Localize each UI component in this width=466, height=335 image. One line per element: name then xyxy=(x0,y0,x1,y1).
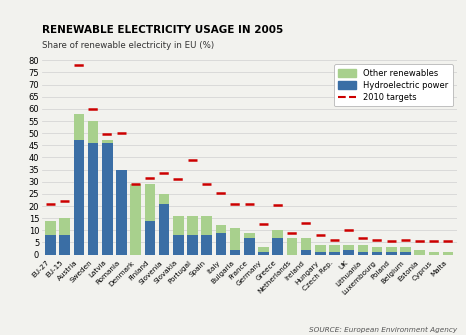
Bar xyxy=(159,204,170,255)
Bar xyxy=(230,228,240,250)
Bar xyxy=(88,121,98,143)
Bar xyxy=(386,247,397,252)
Bar xyxy=(173,235,184,255)
Text: SOURCE: European Environment Agency: SOURCE: European Environment Agency xyxy=(308,327,457,333)
Bar xyxy=(59,235,70,255)
Bar xyxy=(273,238,283,255)
Bar xyxy=(372,247,383,252)
Bar xyxy=(116,170,127,255)
Bar xyxy=(45,235,56,255)
Bar xyxy=(400,252,411,255)
Bar xyxy=(329,245,340,252)
Bar xyxy=(315,245,326,252)
Bar xyxy=(201,235,212,255)
Bar xyxy=(301,238,311,250)
Bar xyxy=(130,184,141,255)
Bar xyxy=(414,250,425,255)
Bar xyxy=(357,245,368,252)
Bar xyxy=(74,114,84,140)
Bar xyxy=(386,252,397,255)
Bar xyxy=(329,252,340,255)
Bar xyxy=(400,247,411,252)
Bar xyxy=(187,235,198,255)
Bar xyxy=(144,184,155,220)
Bar xyxy=(287,238,297,255)
Bar xyxy=(59,218,70,235)
Bar xyxy=(216,225,226,233)
Bar xyxy=(187,216,198,235)
Bar xyxy=(372,252,383,255)
Bar xyxy=(357,252,368,255)
Bar xyxy=(45,220,56,235)
Bar xyxy=(273,230,283,238)
Bar xyxy=(216,233,226,255)
Bar xyxy=(201,216,212,235)
Bar xyxy=(74,140,84,255)
Bar xyxy=(443,252,453,255)
Bar xyxy=(88,143,98,255)
Bar xyxy=(258,252,269,255)
Bar xyxy=(102,143,113,255)
Bar xyxy=(230,250,240,255)
Bar xyxy=(429,252,439,255)
Text: RENEWABLE ELECTRICITY USAGE IN 2005: RENEWABLE ELECTRICITY USAGE IN 2005 xyxy=(42,25,283,35)
Bar xyxy=(301,250,311,255)
Legend: Other renewables, Hydroelectric power, 2010 targets: Other renewables, Hydroelectric power, 2… xyxy=(334,64,452,107)
Bar xyxy=(244,233,254,238)
Bar xyxy=(343,245,354,250)
Bar xyxy=(258,247,269,252)
Bar xyxy=(144,220,155,255)
Bar xyxy=(173,216,184,235)
Bar xyxy=(244,238,254,255)
Bar xyxy=(159,194,170,204)
Bar xyxy=(315,252,326,255)
Bar xyxy=(343,250,354,255)
Bar xyxy=(102,140,113,143)
Text: Share of renewable electricity in EU (%): Share of renewable electricity in EU (%) xyxy=(42,41,214,50)
